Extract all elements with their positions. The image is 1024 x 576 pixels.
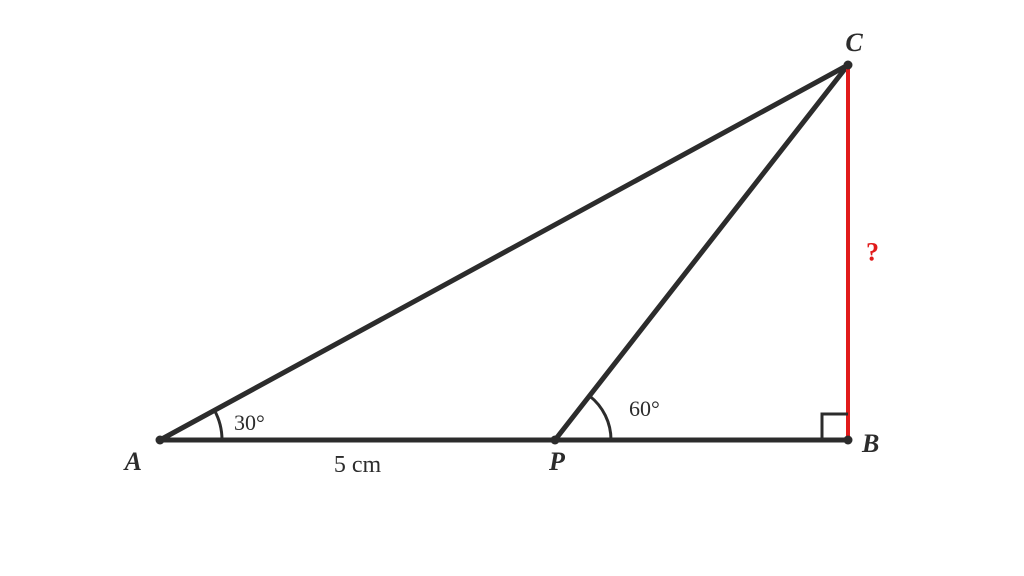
vertex-label-B: B xyxy=(861,429,879,458)
right-angle-marker xyxy=(822,414,848,440)
point-P xyxy=(551,436,560,445)
right-angle-square xyxy=(822,414,848,440)
angle-label-A: 30° xyxy=(234,410,265,435)
angle-arc-P xyxy=(589,396,611,440)
point-B xyxy=(844,436,853,445)
angle-arcs-group xyxy=(214,396,611,440)
vertex-label-P: P xyxy=(548,447,566,476)
angle-label-P: 60° xyxy=(629,396,660,421)
edge-PC xyxy=(555,65,848,440)
vertex-label-C: C xyxy=(845,28,863,57)
edges-group xyxy=(160,65,848,440)
angle-arc-A xyxy=(214,410,222,440)
vertex-label-A: A xyxy=(123,447,142,476)
edge-AC xyxy=(160,65,848,440)
point-A xyxy=(156,436,165,445)
segment-label-AP: 5 cm xyxy=(334,452,382,478)
geometry-diagram: A P B C 30° 60° 5 cm? xyxy=(0,0,1024,576)
point-C xyxy=(844,61,853,70)
unknown-label-BC: ? xyxy=(866,238,879,267)
